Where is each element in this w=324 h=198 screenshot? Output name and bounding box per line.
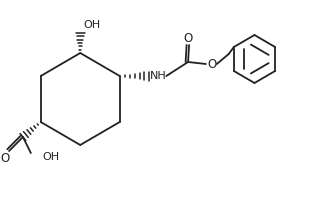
Text: O: O (0, 151, 10, 165)
Text: O: O (183, 31, 193, 45)
Text: OH: OH (83, 20, 100, 30)
Text: NH: NH (150, 71, 167, 81)
Text: O: O (207, 57, 216, 70)
Text: OH: OH (43, 152, 60, 162)
